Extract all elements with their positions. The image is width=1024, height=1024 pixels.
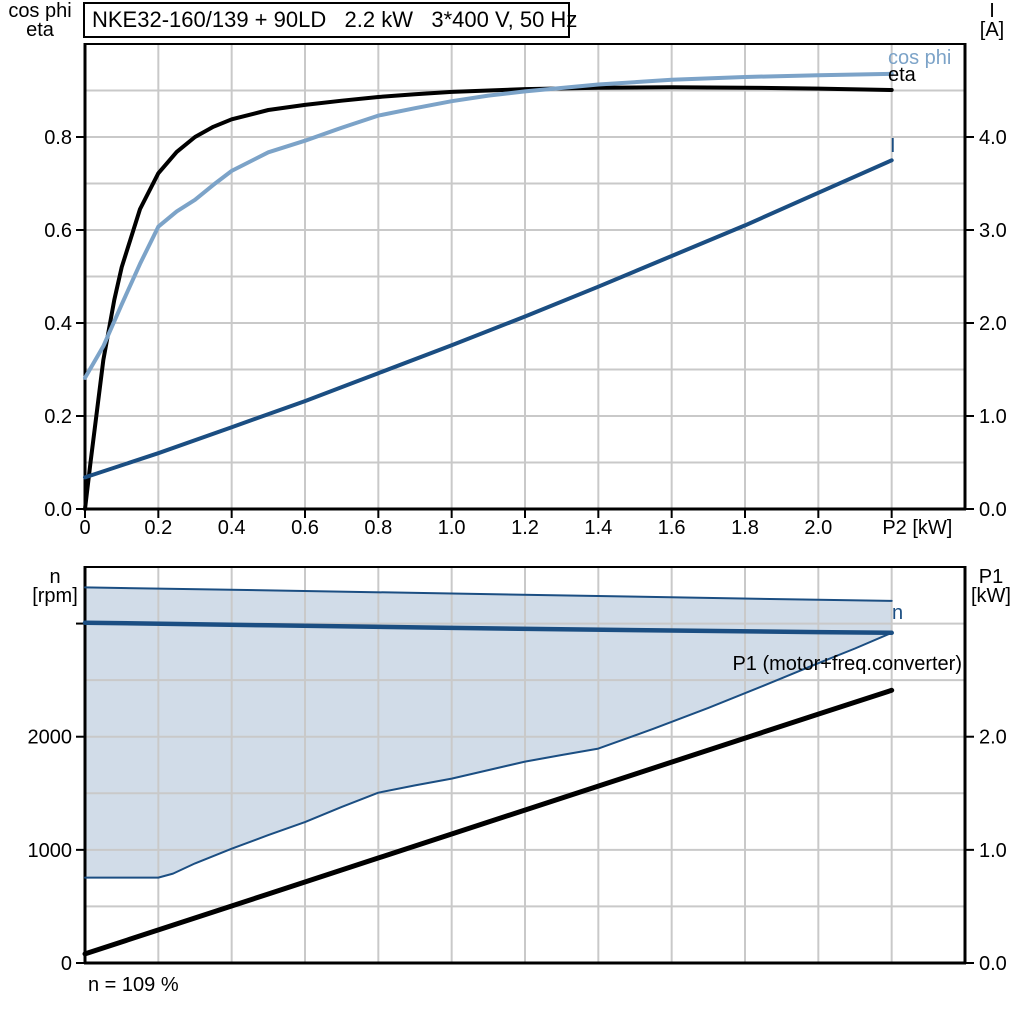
y-left-tick-label: 2000 bbox=[28, 727, 73, 749]
x-tick-label: 1.2 bbox=[511, 517, 539, 539]
x-tick-label: 0.2 bbox=[144, 517, 172, 539]
speed-power-chart: 0 1000 2000 0.0 1.0 2.0 bbox=[28, 566, 1007, 975]
y-left-tick-label: 0.0 bbox=[44, 499, 72, 521]
axis-title-current-unit: [A] bbox=[979, 19, 1005, 41]
y-right-tick-label: 0.0 bbox=[979, 953, 1007, 975]
eta-curve bbox=[83, 85, 894, 511]
y-right-tick-label: 4.0 bbox=[979, 127, 1007, 149]
title-box: NKE32-160/139 + 90LD 2.2 kW 3*400 V, 50 … bbox=[83, 2, 577, 38]
y-right-tick-label: 2.0 bbox=[979, 727, 1007, 749]
y-left-tick-label: 0.8 bbox=[44, 127, 72, 149]
axis-title-p1-unit: [kW] bbox=[971, 585, 1011, 607]
cos-phi-curve bbox=[83, 71, 894, 380]
axis-title-p1: P1 bbox=[978, 566, 1004, 588]
y-left-tick-label: 0 bbox=[61, 953, 72, 975]
x-tick-label: 1.8 bbox=[731, 517, 759, 539]
band-lower-curve bbox=[84, 631, 893, 879]
motor-curves-chart: 0 0.2 0.4 0.6 0.8 1.0 1.2 1.4 1.6 1.8 2.0 P2 [kW] 0.… bbox=[44, 43, 1007, 539]
bottom-chart-right-axis-title: P1 [kW] bbox=[967, 566, 1015, 607]
x-tick-label: 0.6 bbox=[291, 517, 319, 539]
y-right-tick-label: 2.0 bbox=[979, 313, 1007, 335]
title-text: NKE32-160/139 + 90LD 2.2 kW 3*400 V, 50 … bbox=[92, 7, 578, 32]
y-right-tick-label: 1.0 bbox=[979, 406, 1007, 428]
axis-title-speed-unit: [rpm] bbox=[32, 585, 78, 607]
p1-curve bbox=[82, 687, 895, 957]
current-curve-label: I bbox=[890, 135, 896, 157]
axis-title-eta: eta bbox=[26, 19, 54, 41]
y-right-tick-label: 1.0 bbox=[979, 840, 1007, 862]
band-upper-curve bbox=[84, 586, 893, 602]
axis-title-speed: n bbox=[49, 566, 61, 588]
y-right-tick-label: 0.0 bbox=[979, 499, 1007, 521]
cos-phi-curve-label: cos phi bbox=[888, 47, 952, 69]
speed-control-band bbox=[85, 587, 892, 878]
x-tick-label: 1.6 bbox=[658, 517, 686, 539]
x-tick-label: 0.8 bbox=[364, 517, 392, 539]
axis-title-current: I bbox=[989, 0, 995, 22]
y-left-tick-label: 1000 bbox=[28, 840, 73, 862]
top-chart-right-axis-title: I [A] bbox=[969, 0, 1015, 41]
p1-curve-label: P1 (motor+freq.converter) bbox=[732, 653, 962, 675]
x-tick-label: 0.4 bbox=[218, 517, 246, 539]
y-left-tick-label: 0.4 bbox=[44, 313, 72, 335]
x-tick-label: 1.0 bbox=[438, 517, 466, 539]
bottom-chart-left-axis-title: n [rpm] bbox=[26, 566, 84, 607]
speed-percentage-note: n = 109 % bbox=[88, 974, 179, 996]
x-axis-unit-label: P2 [kW] bbox=[882, 517, 952, 539]
x-tick-label: 0 bbox=[79, 517, 90, 539]
speed-curve-label: n bbox=[892, 602, 904, 624]
speed-curve bbox=[82, 620, 894, 636]
x-tick-label: 1.4 bbox=[584, 517, 612, 539]
eta-curve-label: eta bbox=[888, 64, 916, 86]
current-curve bbox=[83, 158, 894, 480]
top-chart-left-axis-title: cos phi eta bbox=[2, 0, 78, 41]
y-left-tick-label: 0.2 bbox=[44, 406, 72, 428]
y-left-tick-label: 0.6 bbox=[44, 220, 72, 242]
y-right-tick-label: 3.0 bbox=[979, 220, 1007, 242]
axis-title-cos-phi: cos phi bbox=[8, 0, 72, 22]
x-tick-label: 2.0 bbox=[804, 517, 832, 539]
